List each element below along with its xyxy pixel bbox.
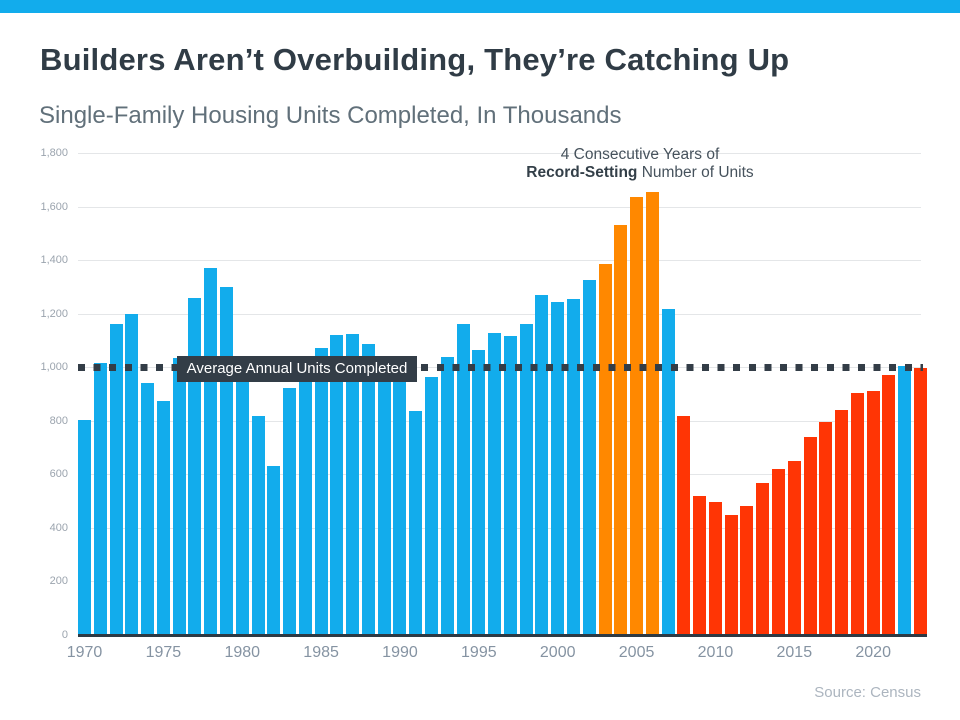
bar-2012	[740, 505, 754, 635]
y-tick-label-1800: 1,800	[40, 147, 68, 159]
bar-2022	[898, 365, 912, 635]
average-line	[78, 363, 923, 371]
bar-2016	[803, 437, 817, 635]
bar-2008	[677, 415, 691, 635]
x-axis-baseline	[78, 634, 927, 637]
bar-2021	[882, 375, 896, 635]
bar-1974	[141, 383, 155, 635]
bar-1994	[456, 324, 470, 635]
bar-2020	[866, 390, 880, 635]
bar-1989	[377, 360, 391, 635]
x-tick-label-1995: 1995	[461, 644, 497, 661]
bar-2006	[645, 191, 659, 635]
x-tick-label-1985: 1985	[303, 644, 339, 661]
bar-2001	[566, 298, 580, 635]
bar-2018	[835, 410, 849, 635]
source-credit: Source: Census	[814, 684, 921, 701]
y-tick-label-0: 0	[61, 629, 68, 641]
y-tick-label-200: 200	[49, 575, 68, 588]
bar-2005	[630, 196, 644, 635]
annotation-line2-rest: Number of Units	[637, 163, 754, 181]
x-axis: 1970 1975 1980 1985 1990 1995 2000 2005 2010 2015…	[67, 644, 927, 666]
y-tick-label-1400: 1,400	[40, 254, 68, 267]
top-banner	[0, 0, 960, 13]
bar-1996	[488, 332, 502, 635]
x-tick-label-1990: 1990	[382, 644, 418, 661]
page-title: Builders Aren’t Overbuilding, They’re Ca…	[40, 42, 790, 77]
annotation-line2-bold: Record-Setting	[526, 163, 638, 181]
bar-1982	[267, 465, 281, 635]
bar-2011	[724, 515, 738, 635]
gridline-1600	[78, 206, 921, 208]
gridline-1200	[78, 313, 921, 315]
gridline-1800	[78, 153, 921, 154]
x-tick-label-1980: 1980	[224, 644, 261, 661]
bar-2000	[551, 302, 565, 635]
bar-1984	[298, 360, 312, 635]
x-tick-label-2015: 2015	[776, 644, 813, 661]
y-tick-label-600: 600	[49, 468, 68, 481]
y-tick-label-1000: 1,000	[40, 361, 68, 374]
bar-1993	[440, 356, 454, 635]
bar-1977	[188, 298, 202, 635]
x-tick-label-2000: 2000	[539, 644, 576, 661]
average-line-label: Average Annual Units Completed	[177, 356, 417, 382]
bar-1972	[109, 324, 123, 635]
bar-2004	[614, 224, 628, 635]
x-tick-label-2010: 2010	[697, 644, 734, 661]
bar-1990	[393, 376, 407, 635]
y-tick-label-1200: 1,200	[40, 307, 68, 320]
chart-area: 0 200 400 600 800 1,000 1,200 1,400 1,600 1,800 A…	[0, 146, 960, 641]
bar-2002	[582, 280, 596, 635]
bar-2017	[819, 422, 833, 635]
bar-1970	[78, 420, 91, 635]
bar-1987	[346, 334, 360, 635]
bar-1973	[125, 314, 139, 635]
bar-1985	[314, 347, 328, 635]
y-tick-label-1600: 1,600	[40, 200, 68, 213]
bar-1998	[519, 324, 533, 635]
annotation-line1: 4 Consecutive Years of	[560, 146, 720, 163]
gridline-1400	[78, 260, 921, 262]
bar-1981	[251, 415, 265, 635]
x-tick-label-1975: 1975	[145, 644, 182, 661]
bar-1976	[172, 358, 186, 635]
y-tick-label-400: 400	[49, 521, 68, 534]
bar-1978	[204, 268, 218, 635]
bar-2013	[756, 482, 770, 635]
bar-2014	[772, 468, 786, 635]
record-years-annotation: 4 Consecutive Years of Record-Setting Nu…	[505, 146, 775, 181]
bar-1991	[409, 410, 423, 635]
bar-1983	[283, 387, 297, 635]
x-tick-label-2020: 2020	[855, 644, 891, 661]
bar-1999	[535, 294, 549, 635]
bar-2015	[787, 461, 801, 635]
bar-1980	[235, 378, 249, 635]
chart-subtitle: Single-Family Housing Units Completed, I…	[39, 102, 622, 129]
bar-1988	[361, 344, 375, 635]
x-tick-label-1970: 1970	[66, 644, 103, 661]
bar-1986	[330, 335, 344, 635]
bar-1992	[425, 376, 439, 635]
bar-2023	[914, 367, 927, 635]
bar-2007	[661, 308, 675, 635]
x-tick-label-2005: 2005	[618, 644, 655, 661]
bar-2019	[850, 393, 864, 635]
y-tick-label-800: 800	[49, 414, 68, 427]
bar-1975	[156, 400, 170, 635]
bar-2003	[598, 263, 612, 635]
bar-2009	[693, 495, 707, 635]
bar-1995	[472, 349, 486, 635]
bar-1997	[503, 336, 517, 635]
bar-2010	[708, 502, 722, 635]
bar-1971	[93, 363, 107, 635]
bar-1979	[219, 286, 233, 635]
plot-area: Average Annual Units Completed 4 Consecu…	[78, 146, 927, 637]
